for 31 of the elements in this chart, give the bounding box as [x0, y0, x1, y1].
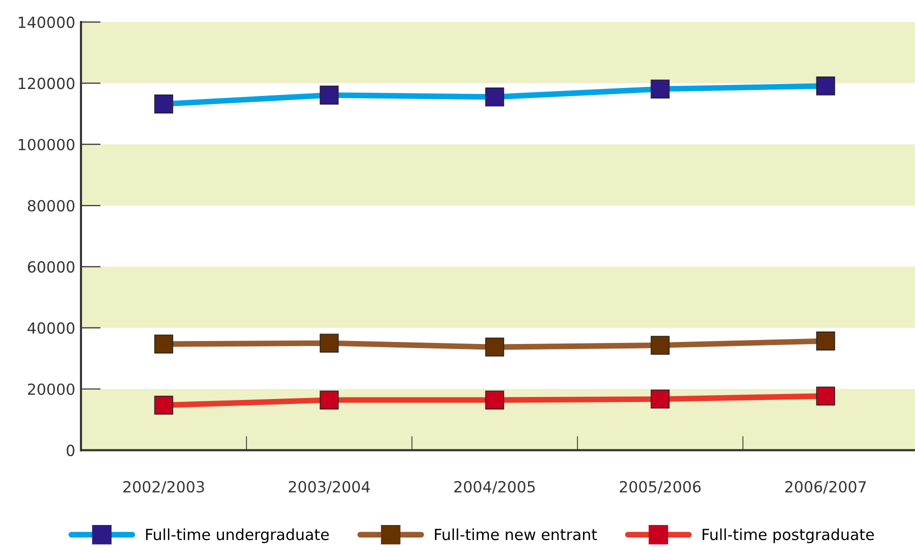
y-tick-label: 20000	[28, 383, 74, 396]
y-tick-label: 80000	[28, 200, 74, 212]
y-tick-label: 40000	[28, 322, 74, 334]
legend-label: Full-time undergraduate	[146, 528, 329, 544]
point	[485, 338, 504, 357]
point	[650, 80, 670, 98]
x-tick-label: 2003/2004	[288, 480, 370, 494]
point	[816, 76, 836, 96]
y-tick-label: 120000	[18, 78, 74, 90]
point	[154, 396, 174, 415]
point	[320, 334, 339, 353]
point	[485, 88, 504, 106]
y-tick-label: 0	[66, 444, 74, 456]
x-tick-label: 2006/2007	[785, 480, 866, 494]
point	[816, 332, 836, 350]
point	[154, 334, 174, 354]
point	[650, 390, 670, 409]
x-tick-label: 2004/2005	[454, 480, 535, 494]
point	[650, 336, 670, 355]
x-tick-label: 2005/2006	[620, 480, 701, 494]
y-tick-label: 60000	[28, 261, 74, 273]
legend-label: Full-time postgraduate	[702, 528, 874, 544]
y-tick-label: 100000	[18, 138, 74, 150]
point	[485, 390, 504, 410]
point	[320, 86, 339, 105]
point	[816, 386, 836, 406]
y-tick-label: 140000	[18, 16, 74, 28]
x-tick-label: 2002/2003	[123, 480, 204, 494]
point	[154, 94, 174, 114]
legend-label: Full-time new entrant	[434, 528, 597, 540]
point	[320, 390, 339, 410]
